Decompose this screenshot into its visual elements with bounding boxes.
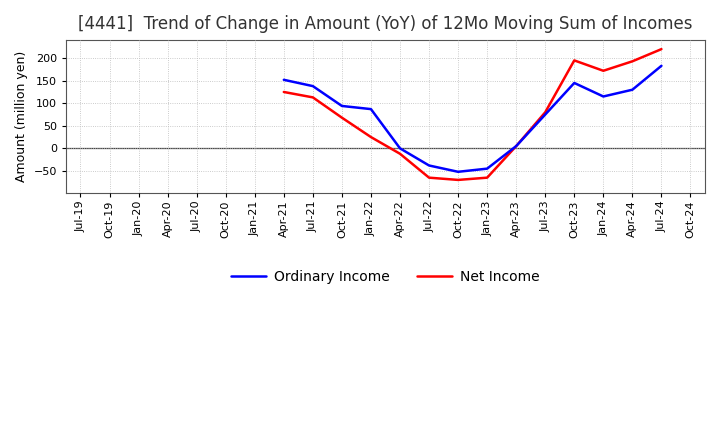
Net Income [599,68,608,73]
Ordinary Income [454,169,462,174]
Ordinary Income [425,163,433,168]
Net Income [366,135,375,140]
Net Income [396,151,405,156]
Ordinary Income [366,106,375,112]
Ordinary Income [541,112,549,117]
Net Income [512,143,521,149]
Net Income [279,89,288,95]
Net Income [309,95,318,100]
Net Income [541,110,549,115]
Net Income [570,58,579,63]
Ordinary Income [309,84,318,89]
Title: [4441]  Trend of Change in Amount (YoY) of 12Mo Moving Sum of Incomes: [4441] Trend of Change in Amount (YoY) o… [78,15,693,33]
Ordinary Income [657,63,666,69]
Legend: Ordinary Income, Net Income: Ordinary Income, Net Income [225,265,546,290]
Net Income [454,177,462,183]
Net Income [425,175,433,180]
Net Income [657,47,666,52]
Ordinary Income [512,143,521,149]
Ordinary Income [599,94,608,99]
Ordinary Income [338,103,346,109]
Net Income [483,175,492,180]
Ordinary Income [396,146,405,151]
Ordinary Income [628,87,636,92]
Ordinary Income [279,77,288,82]
Line: Net Income: Net Income [284,49,662,180]
Ordinary Income [570,81,579,86]
Ordinary Income [483,166,492,171]
Line: Ordinary Income: Ordinary Income [284,66,662,172]
Net Income [628,59,636,64]
Net Income [338,115,346,120]
Y-axis label: Amount (million yen): Amount (million yen) [15,51,28,183]
